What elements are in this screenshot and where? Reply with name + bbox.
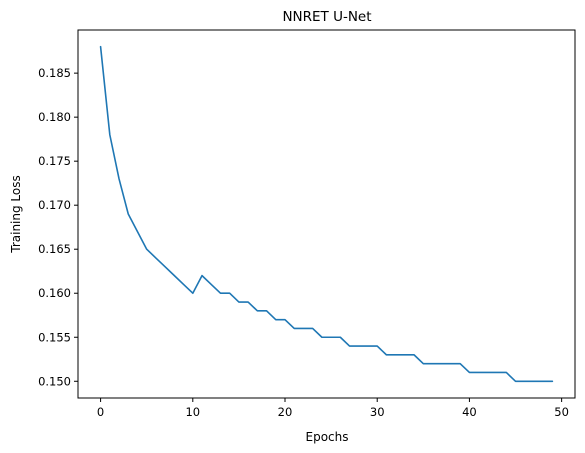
y-tick-label: 0.185: [38, 66, 71, 80]
x-tick-label: 20: [278, 405, 293, 419]
y-axis-label: Training Loss: [9, 175, 23, 253]
y-tick-label: 0.160: [38, 286, 71, 300]
x-tick-label: 40: [462, 405, 477, 419]
y-tick-label: 0.150: [38, 374, 71, 388]
chart-title: NNRET U-Net: [282, 9, 371, 25]
y-tick-label: 0.180: [38, 110, 71, 124]
x-tick-label: 0: [97, 405, 104, 419]
x-axis-label: Epochs: [306, 430, 349, 444]
y-tick-label: 0.170: [38, 198, 71, 212]
x-axis-ticks: 0 10 20 30 40 50: [97, 398, 569, 419]
y-tick-label: 0.155: [38, 330, 71, 344]
plot-frame: [77, 29, 576, 399]
x-tick-label: 30: [370, 405, 385, 419]
training-loss-line: [99, 45, 554, 383]
x-tick-label: 10: [185, 405, 200, 419]
y-tick-label: 0.165: [38, 242, 71, 256]
x-tick-label: 50: [554, 405, 569, 419]
y-tick-label: 0.175: [38, 154, 71, 168]
y-axis-ticks: 0.150 0.155 0.160 0.165 0.170 0.175 0.180 0.185: [38, 66, 78, 388]
